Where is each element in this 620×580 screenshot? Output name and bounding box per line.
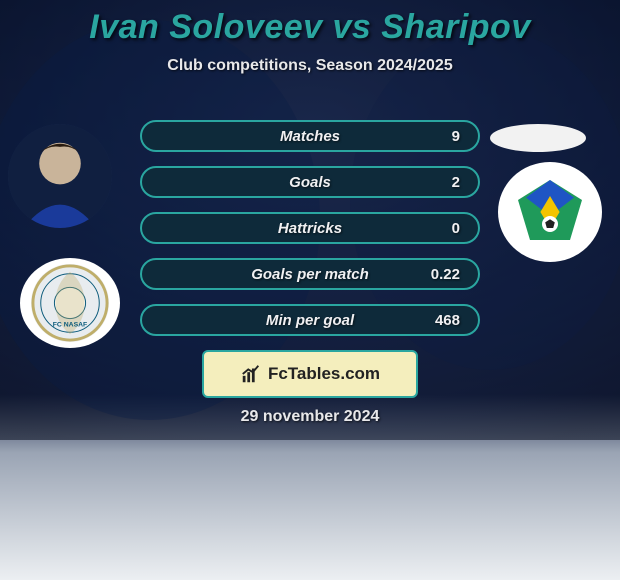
date-text: 29 november 2024 [0,408,620,426]
stat-row-goals: Goals 2 [140,166,480,198]
stat-row-hattricks: Hattricks 0 [140,212,480,244]
stat-row-matches: Matches 9 [140,120,480,152]
stat-label: Hattricks [142,214,478,242]
svg-text:FC NASAF: FC NASAF [53,321,87,328]
page-title: Ivan Soloveev vs Sharipov [0,0,620,47]
person-icon [8,124,112,228]
club-badge-left-inner: FC NASAF [31,264,109,342]
stat-value: 0.22 [431,260,460,288]
stat-value: 468 [435,306,460,334]
brand-badge: FcTables.com [202,350,418,398]
stat-label: Goals [142,168,478,196]
brand-text: FcTables.com [268,364,380,384]
club-badge-left: FC NASAF [20,258,120,348]
chart-icon [240,363,262,385]
stat-row-goals-per-match: Goals per match 0.22 [140,258,480,290]
stat-value: 0 [452,214,460,242]
player-right-avatar-placeholder [490,124,586,152]
subtitle: Club competitions, Season 2024/2025 [0,57,620,75]
stat-label: Min per goal [142,306,478,334]
stat-label: Goals per match [142,260,478,288]
stat-row-min-per-goal: Min per goal 468 [140,304,480,336]
club-crest-right-icon [510,172,590,252]
player-left-avatar [8,124,112,228]
stat-value: 9 [452,122,460,150]
club-badge-right [498,162,602,262]
stat-label: Matches [142,122,478,150]
stats-panel: Matches 9 Goals 2 Hattricks 0 Goals per … [140,120,480,350]
club-crest-icon: FC NASAF [31,264,109,342]
stat-value: 2 [452,168,460,196]
